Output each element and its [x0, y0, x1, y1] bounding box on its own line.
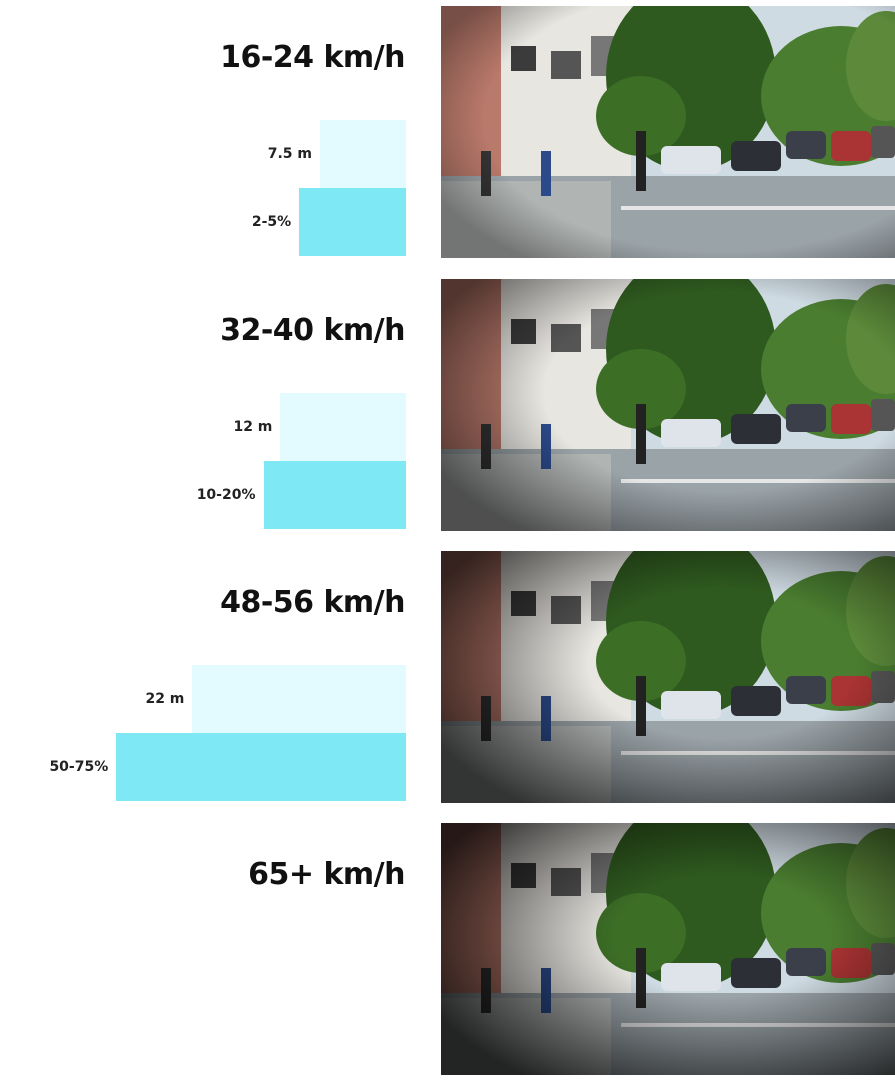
speed-label: 16-24 km/h	[220, 40, 405, 75]
distance-label: 12 m	[233, 419, 273, 435]
speed-label: 48-56 km/h	[220, 585, 405, 620]
distance-label: 22 m	[145, 691, 185, 707]
speed-row: 48-56 km/h 22 m 50-75%	[0, 545, 895, 815]
speed-row: 16-24 km/h 7.5 m 2-5%	[0, 0, 895, 270]
distance-bar	[320, 120, 406, 188]
risk-bar	[299, 188, 406, 256]
risk-label: 2-5%	[251, 214, 292, 230]
distance-label: 7.5 m	[267, 146, 312, 162]
street-crossing-photo	[441, 551, 895, 803]
speed-label: 32-40 km/h	[220, 313, 405, 348]
risk-bar	[116, 733, 406, 801]
speed-label: 65+ km/h	[248, 857, 405, 892]
risk-bar	[263, 461, 406, 529]
street-crossing-photo	[441, 279, 895, 531]
distance-bar	[192, 665, 406, 733]
speed-row: 65+ km/h	[0, 817, 895, 1087]
risk-label: 10-20%	[196, 487, 256, 503]
distance-bar	[280, 393, 406, 461]
risk-label: 50-75%	[49, 759, 109, 775]
speed-row: 32-40 km/h 12 m 10-20%	[0, 273, 895, 543]
street-crossing-photo	[441, 823, 895, 1075]
street-crossing-photo	[441, 6, 895, 258]
